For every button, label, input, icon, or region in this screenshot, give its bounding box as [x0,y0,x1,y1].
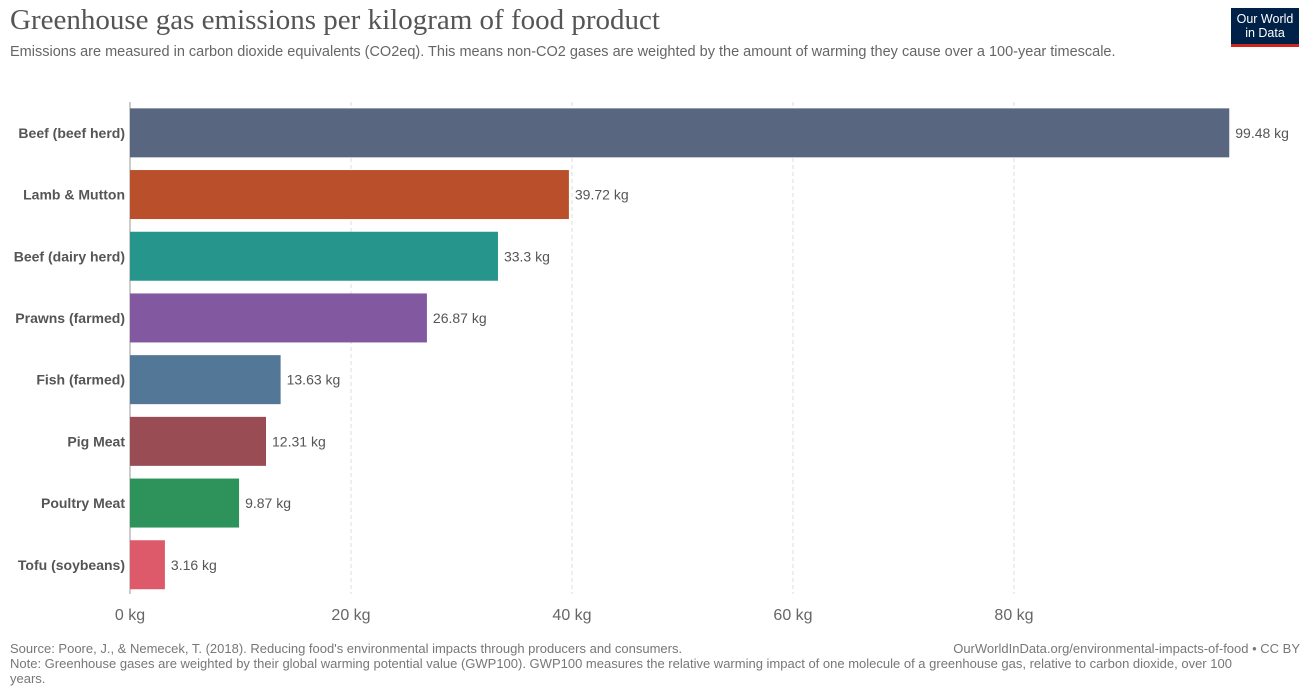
bar[interactable] [130,231,498,281]
bar[interactable] [130,293,427,343]
footer-source: Source: Poore, J., & Nemecek, T. (2018).… [10,641,683,656]
x-tick-label: 20 kg [331,607,370,624]
footer-note: Note: Greenhouse gases are weighted by t… [10,656,1232,686]
value-label: 26.87 kg [433,310,487,326]
value-label: 9.87 kg [245,495,291,511]
category-label: Poultry Meat [41,495,125,511]
logo-line-1: Our World [1236,12,1294,26]
category-label: Pig Meat [67,433,125,449]
value-label: 3.16 kg [171,557,217,573]
footer-url-link[interactable]: OurWorldInData.org/environmental-impacts… [953,641,1300,656]
owid-logo[interactable]: Our World in Data [1231,8,1299,47]
x-tick-label: 40 kg [552,607,591,624]
value-label: 39.72 kg [575,187,629,203]
bars [130,108,1230,590]
chart-title: Greenhouse gas emissions per kilogram of… [10,4,660,36]
category-label: Tofu (soybeans) [18,557,125,573]
bar[interactable] [130,108,1230,158]
labels: 0 kg 20 kg 40 kg 60 kg 80 kg Beef (beef herd)… [14,125,1289,624]
category-label: Fish (farmed) [36,372,125,388]
value-label: 13.63 kg [287,372,341,388]
value-label: 12.31 kg [272,433,326,449]
value-label: 33.3 kg [504,248,550,264]
bar[interactable] [130,355,281,405]
bar-chart: 0 kg 20 kg 40 kg 60 kg 80 kg Beef (beef herd)… [14,102,1289,624]
x-tick-label: 60 kg [773,607,812,624]
x-tick-label: 80 kg [994,607,1033,624]
category-label: Beef (dairy herd) [14,248,125,264]
category-label: Beef (beef herd) [18,125,125,141]
x-tick-label: 0 kg [115,607,145,624]
category-label: Prawns (farmed) [15,310,125,326]
category-label: Lamb & Mutton [23,187,125,203]
value-label: 99.48 kg [1235,125,1289,141]
bar[interactable] [130,170,569,220]
bar[interactable] [130,416,267,466]
bar[interactable] [130,478,240,528]
bar[interactable] [130,540,165,590]
chart-subtitle: Emissions are measured in carbon dioxide… [10,44,1116,60]
logo-line-2: in Data [1245,26,1285,40]
